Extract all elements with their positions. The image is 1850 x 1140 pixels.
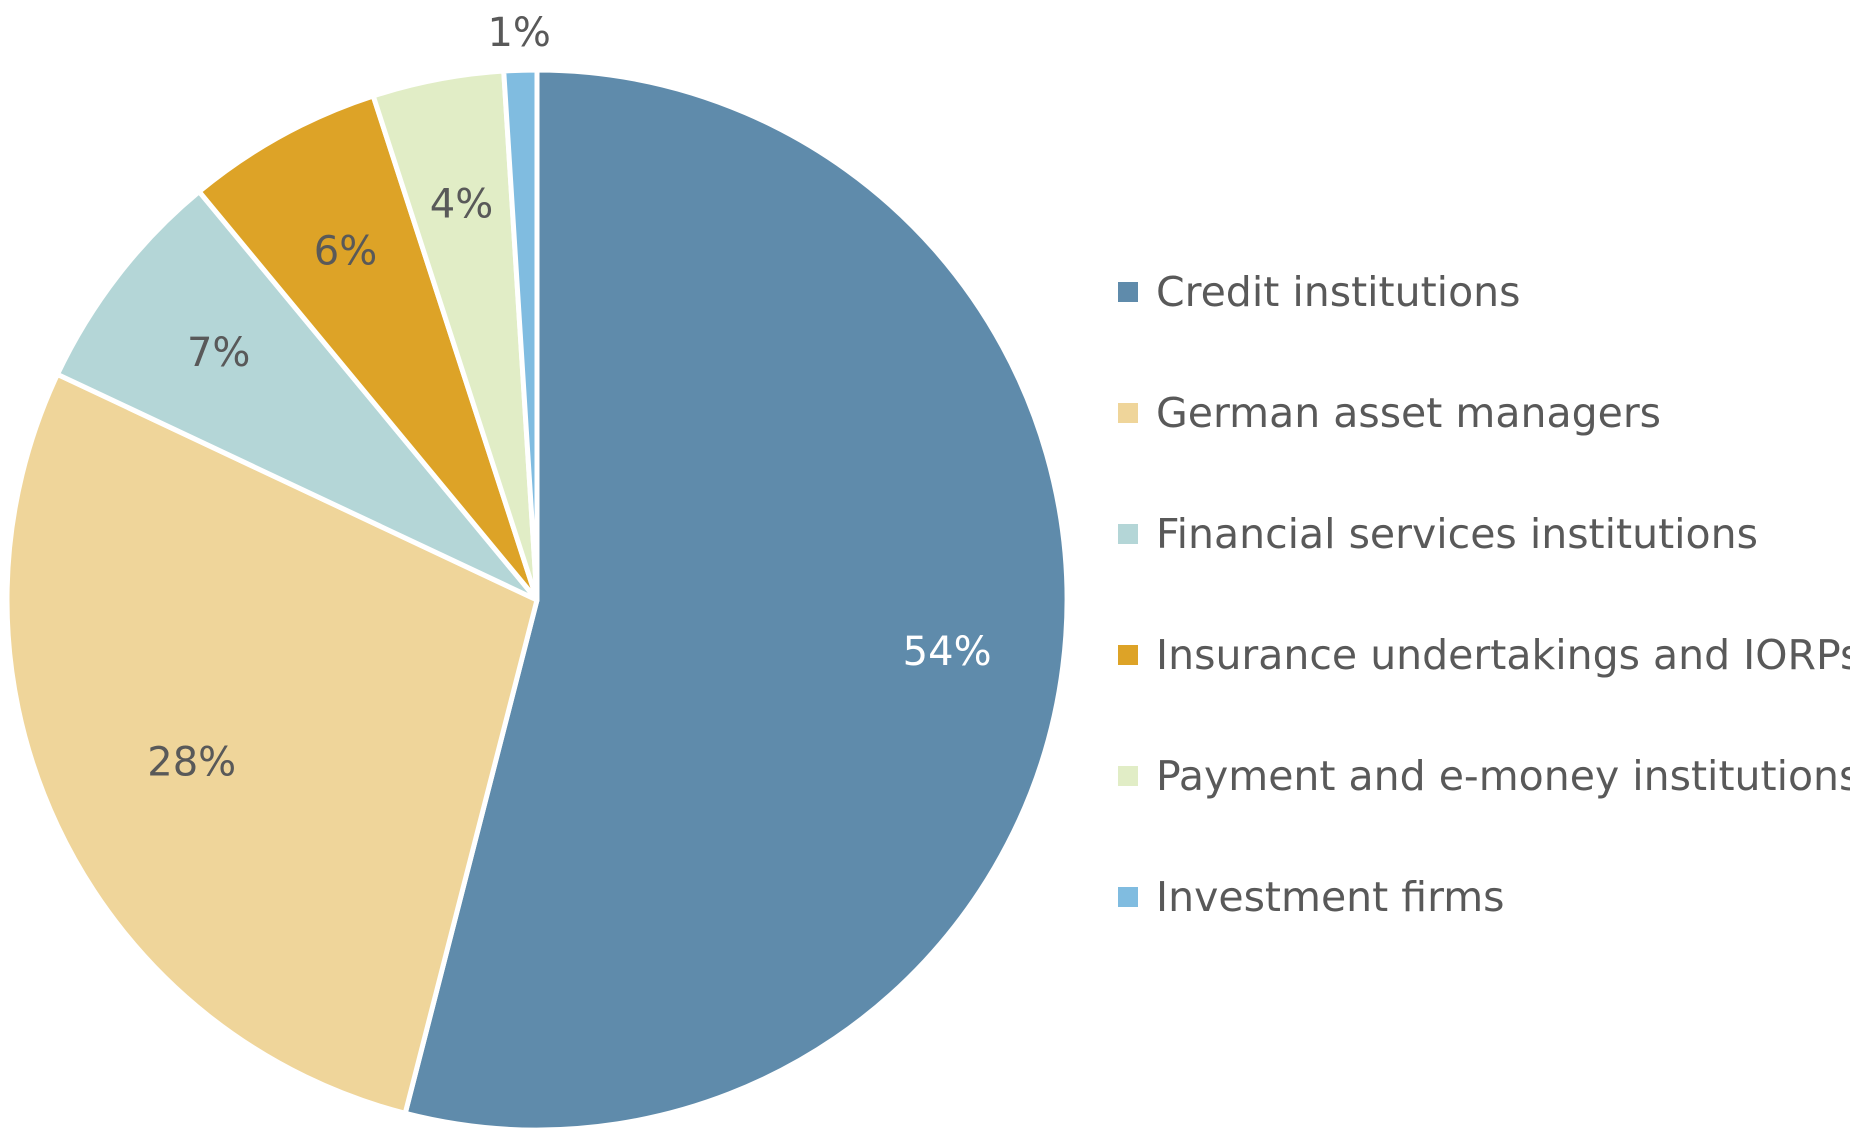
legend-label: German asset managers [1156, 389, 1661, 437]
legend-label: Payment and e-money institutions [1156, 752, 1850, 800]
legend-item-credit-institutions: Credit institutions [1118, 268, 1521, 316]
legend-swatch [1118, 887, 1138, 907]
data-label-financial-services-institutions: 7% [187, 330, 250, 376]
legend-item-german-asset-managers: German asset managers [1118, 389, 1661, 437]
legend-label: Insurance undertakings and IORPs [1156, 631, 1850, 679]
data-label-investment-firms: 1% [487, 10, 550, 56]
legend-label: Investment firms [1156, 873, 1505, 921]
legend-item-investment-firms: Investment firms [1118, 873, 1505, 921]
legend-swatch [1118, 645, 1138, 665]
pie-data-labels: 54% 28% 7% 6% 4% 1% [147, 10, 991, 785]
data-label-german-asset-managers: 28% [147, 739, 236, 785]
legend-label: Financial services institutions [1156, 510, 1758, 558]
data-label-credit-institutions: 54% [903, 629, 992, 675]
legend: Credit institutions German asset managers… [1118, 268, 1850, 921]
legend-swatch [1118, 766, 1138, 786]
legend-swatch [1118, 524, 1138, 544]
pie-slice-financial-services-institutions [54, 189, 540, 603]
pie-slice-insurance-undertakings-and-iorps [196, 93, 540, 603]
legend-swatch [1118, 403, 1138, 423]
pie-slice-german-asset-managers [4, 371, 540, 1116]
pie-slice-credit-institutions [402, 67, 1070, 1133]
pie-slice-investment-firms [501, 67, 540, 603]
legend-item-insurance-undertakings-and-iorps: Insurance undertakings and IORPs [1118, 631, 1850, 679]
data-label-payment-and-e-money-institutions: 4% [430, 181, 493, 227]
data-label-insurance-undertakings-and-iorps: 6% [314, 229, 377, 275]
legend-item-payment-and-e-money-institutions: Payment and e-money institutions [1118, 752, 1850, 800]
pie-slices [4, 67, 1070, 1133]
legend-label: Credit institutions [1156, 268, 1521, 316]
legend-swatch [1118, 282, 1138, 302]
legend-item-financial-services-institutions: Financial services institutions [1118, 510, 1758, 558]
